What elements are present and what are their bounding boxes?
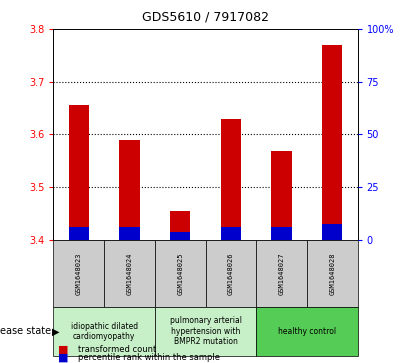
- Text: idiopathic dilated
cardiomyopathy: idiopathic dilated cardiomyopathy: [71, 322, 138, 341]
- Bar: [119, 227, 140, 240]
- Bar: [53, 240, 104, 307]
- Bar: [53, 307, 155, 356]
- Bar: [256, 240, 307, 307]
- Text: GSM1648027: GSM1648027: [279, 252, 284, 295]
- Bar: [322, 224, 342, 240]
- Bar: [104, 240, 155, 307]
- Bar: [221, 119, 241, 240]
- Text: GSM1648026: GSM1648026: [228, 252, 234, 295]
- Bar: [271, 227, 292, 240]
- Text: disease state: disease state: [0, 326, 51, 337]
- Bar: [271, 151, 292, 240]
- Bar: [256, 307, 358, 356]
- Bar: [322, 45, 342, 240]
- Text: GSM1648025: GSM1648025: [177, 252, 183, 295]
- Text: healthy control: healthy control: [278, 327, 336, 336]
- Bar: [155, 307, 256, 356]
- Bar: [69, 105, 89, 240]
- Text: pulmonary arterial
hypertension with
BMPR2 mutation: pulmonary arterial hypertension with BMP…: [169, 317, 242, 346]
- Bar: [170, 232, 190, 240]
- Bar: [119, 140, 140, 240]
- Text: GSM1648023: GSM1648023: [76, 252, 82, 295]
- Bar: [307, 240, 358, 307]
- Text: ▶: ▶: [53, 326, 60, 337]
- Text: percentile rank within the sample: percentile rank within the sample: [78, 353, 220, 362]
- Bar: [221, 227, 241, 240]
- Bar: [69, 227, 89, 240]
- Text: transformed count: transformed count: [78, 345, 156, 354]
- Text: GSM1648024: GSM1648024: [127, 252, 132, 295]
- Bar: [155, 240, 206, 307]
- Text: GDS5610 / 7917082: GDS5610 / 7917082: [142, 11, 269, 24]
- Bar: [206, 240, 256, 307]
- Text: ■: ■: [58, 352, 68, 363]
- Text: ■: ■: [58, 344, 68, 354]
- Bar: [170, 211, 190, 240]
- Text: GSM1648028: GSM1648028: [329, 252, 335, 295]
